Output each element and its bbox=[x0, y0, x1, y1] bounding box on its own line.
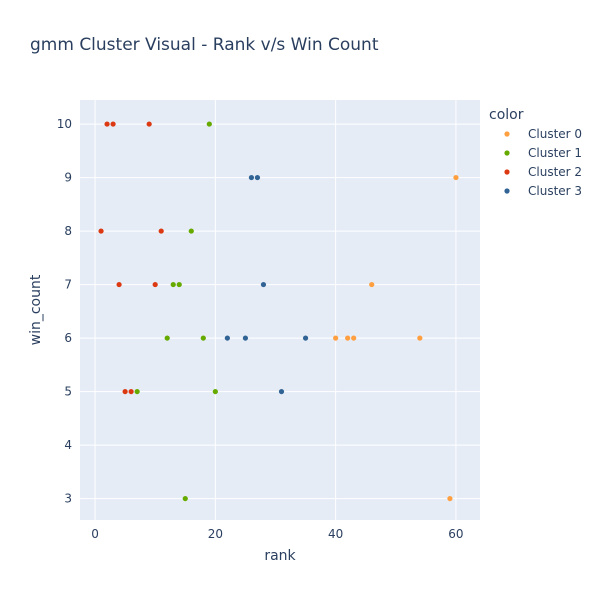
x-tick-label: 60 bbox=[448, 527, 463, 541]
legend-marker[interactable] bbox=[504, 131, 510, 137]
data-point[interactable] bbox=[110, 121, 116, 127]
x-tick-label: 0 bbox=[91, 527, 99, 541]
data-point[interactable] bbox=[122, 388, 128, 395]
plot-area bbox=[80, 100, 480, 520]
data-point[interactable] bbox=[260, 281, 267, 288]
data-point[interactable] bbox=[369, 281, 375, 288]
legend[interactable]: color Cluster 0 Cluster 1 Cluster 2 Cluster… bbox=[489, 107, 582, 198]
legend-marker[interactable] bbox=[504, 188, 510, 194]
y-tick-label: 3 bbox=[64, 492, 72, 506]
data-point[interactable] bbox=[164, 335, 170, 341]
x-axis-title: rank bbox=[264, 548, 296, 564]
data-point[interactable] bbox=[152, 281, 158, 288]
data-point[interactable] bbox=[302, 335, 309, 341]
data-point[interactable] bbox=[345, 335, 351, 341]
data-point[interactable] bbox=[248, 174, 255, 181]
legend-item-label[interactable]: Cluster 3 bbox=[528, 184, 582, 198]
y-tick-label: 7 bbox=[64, 278, 72, 292]
y-tick-label: 6 bbox=[64, 331, 72, 345]
legend-marker[interactable] bbox=[504, 150, 510, 156]
data-point[interactable] bbox=[333, 335, 339, 341]
x-tick-label: 40 bbox=[328, 527, 343, 541]
data-point[interactable] bbox=[453, 174, 459, 181]
data-point[interactable] bbox=[224, 335, 230, 341]
y-tick-label: 8 bbox=[64, 224, 72, 238]
legend-item-label[interactable]: Cluster 2 bbox=[528, 165, 582, 179]
data-point[interactable] bbox=[200, 335, 206, 341]
data-point[interactable] bbox=[116, 281, 122, 288]
legend-title: color bbox=[489, 107, 524, 123]
data-point[interactable] bbox=[128, 388, 134, 395]
data-point[interactable] bbox=[134, 388, 140, 395]
legend-marker[interactable] bbox=[504, 169, 510, 175]
data-point[interactable] bbox=[158, 228, 164, 234]
data-points[interactable] bbox=[98, 121, 459, 502]
data-point[interactable] bbox=[447, 495, 453, 502]
data-point[interactable] bbox=[351, 335, 357, 341]
y-tick-label: 10 bbox=[57, 117, 72, 131]
data-point[interactable] bbox=[104, 121, 110, 127]
x-axis-ticks: 0 20 40 60 bbox=[91, 527, 463, 541]
legend-item-label[interactable]: Cluster 0 bbox=[528, 127, 582, 141]
data-point[interactable] bbox=[182, 495, 188, 502]
data-point[interactable] bbox=[146, 121, 152, 127]
chart-title: gmm Cluster Visual - Rank v/s Win Count bbox=[30, 35, 379, 55]
data-point[interactable] bbox=[417, 335, 423, 341]
data-point[interactable] bbox=[170, 281, 176, 288]
y-tick-label: 5 bbox=[64, 385, 72, 399]
y-axis-title: win_count bbox=[28, 274, 44, 345]
data-point[interactable] bbox=[254, 174, 261, 181]
data-point[interactable] bbox=[176, 281, 182, 288]
legend-item-label[interactable]: Cluster 1 bbox=[528, 146, 582, 160]
data-point[interactable] bbox=[212, 388, 218, 395]
y-tick-label: 4 bbox=[64, 438, 72, 452]
data-point[interactable] bbox=[98, 228, 104, 234]
data-point[interactable] bbox=[188, 228, 194, 234]
data-point[interactable] bbox=[278, 388, 285, 395]
data-point[interactable] bbox=[206, 121, 212, 127]
data-point[interactable] bbox=[242, 335, 249, 341]
y-tick-label: 9 bbox=[64, 171, 72, 185]
x-tick-label: 20 bbox=[208, 527, 223, 541]
y-axis-ticks: 3 4 5 6 7 8 9 10 bbox=[57, 117, 72, 506]
